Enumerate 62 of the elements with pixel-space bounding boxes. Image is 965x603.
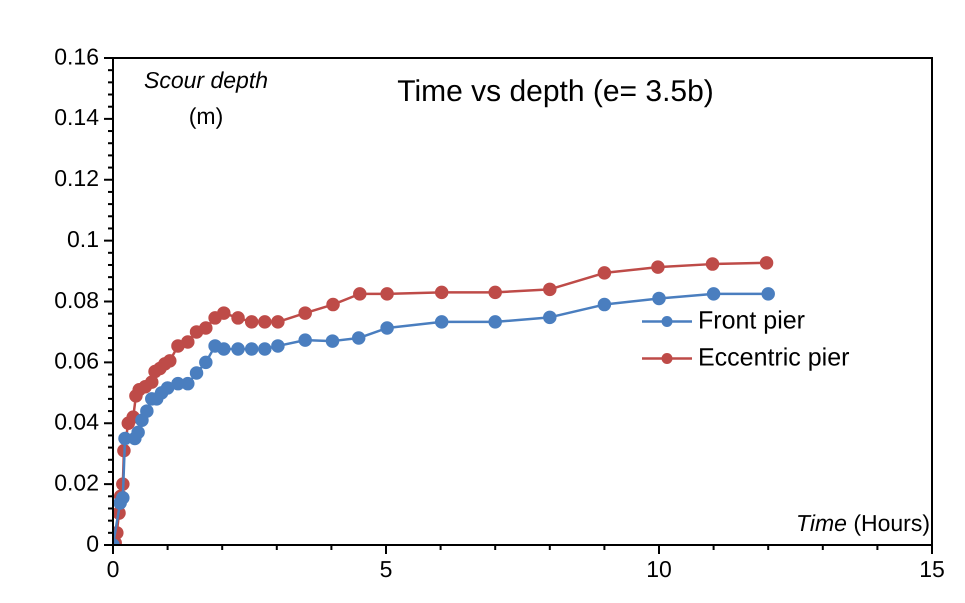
- point: [181, 376, 195, 390]
- point: [326, 334, 340, 348]
- x-tick-label: 0: [106, 556, 120, 582]
- point: [231, 342, 245, 356]
- point: [258, 315, 272, 329]
- point: [352, 331, 366, 345]
- point: [171, 339, 185, 353]
- x-tick-label: 10: [646, 556, 672, 582]
- point: [181, 335, 195, 349]
- point: [217, 306, 231, 320]
- legend-label: Eccentric pier: [698, 343, 850, 372]
- x-tick-label: 15: [919, 556, 945, 582]
- point: [163, 354, 177, 368]
- x-axis-title: Time (Hours): [796, 510, 930, 536]
- point: [434, 315, 448, 329]
- point: [706, 287, 720, 301]
- y-axis-title: Scour depth (m): [144, 67, 268, 129]
- y-tick-label: 0.04: [54, 408, 100, 435]
- point: [543, 310, 557, 324]
- point: [271, 315, 285, 329]
- point: [488, 286, 502, 300]
- point: [116, 491, 130, 505]
- point: [190, 366, 204, 380]
- point: [326, 298, 340, 312]
- point: [244, 315, 258, 329]
- point: [598, 298, 612, 312]
- y-tick-label: 0.08: [54, 286, 99, 313]
- point: [199, 321, 213, 335]
- legend-label: Front pier: [698, 306, 805, 334]
- y-tick-label: 0.14: [54, 104, 100, 130]
- text: Time vs depth (e= 3.5b): [397, 75, 714, 108]
- y-tick-label: 0: [86, 530, 99, 556]
- point: [651, 260, 665, 274]
- point: [652, 292, 666, 306]
- x-tick-label: 5: [380, 556, 392, 582]
- point: [258, 342, 272, 356]
- point: [271, 339, 285, 353]
- point: [199, 356, 213, 370]
- point: [145, 375, 159, 389]
- point: [761, 287, 775, 301]
- point: [131, 426, 145, 440]
- point: [706, 257, 720, 271]
- y-tick-label: 0.1: [67, 226, 99, 252]
- point: [140, 404, 154, 418]
- point: [231, 311, 245, 325]
- point: [244, 342, 258, 356]
- point: [380, 321, 394, 335]
- point: [353, 287, 367, 301]
- y-tick-label: 0.16: [54, 43, 99, 70]
- y-tick-label: 0.12: [54, 165, 99, 192]
- point: [298, 306, 312, 320]
- point: [434, 286, 448, 300]
- y-tick-label: 0.06: [54, 348, 99, 374]
- y-tick-label: 0.02: [54, 469, 99, 496]
- point: [598, 266, 612, 280]
- point: [488, 315, 502, 329]
- point: [298, 333, 312, 347]
- point: [380, 287, 394, 301]
- point: [543, 282, 557, 296]
- point: [760, 256, 774, 270]
- point: [160, 381, 174, 395]
- point: [217, 342, 231, 356]
